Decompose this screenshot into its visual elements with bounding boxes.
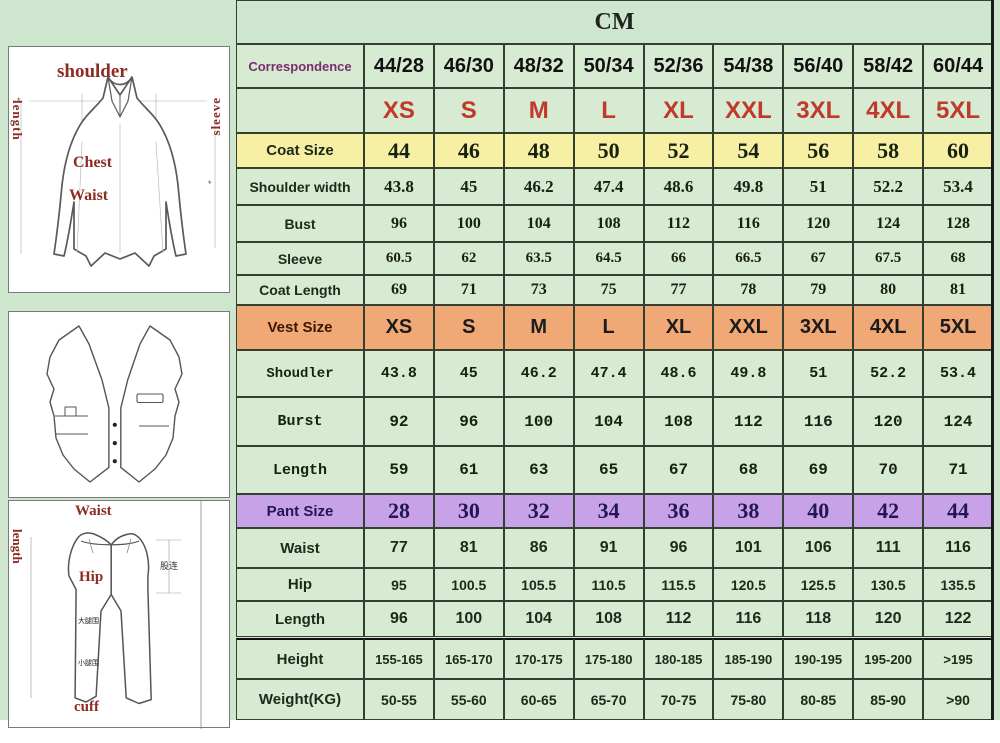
svg-text:小腿围: 小腿围 [78,658,99,667]
svg-text:*: * [208,179,212,189]
svg-text:大腿围: 大腿围 [78,616,99,625]
